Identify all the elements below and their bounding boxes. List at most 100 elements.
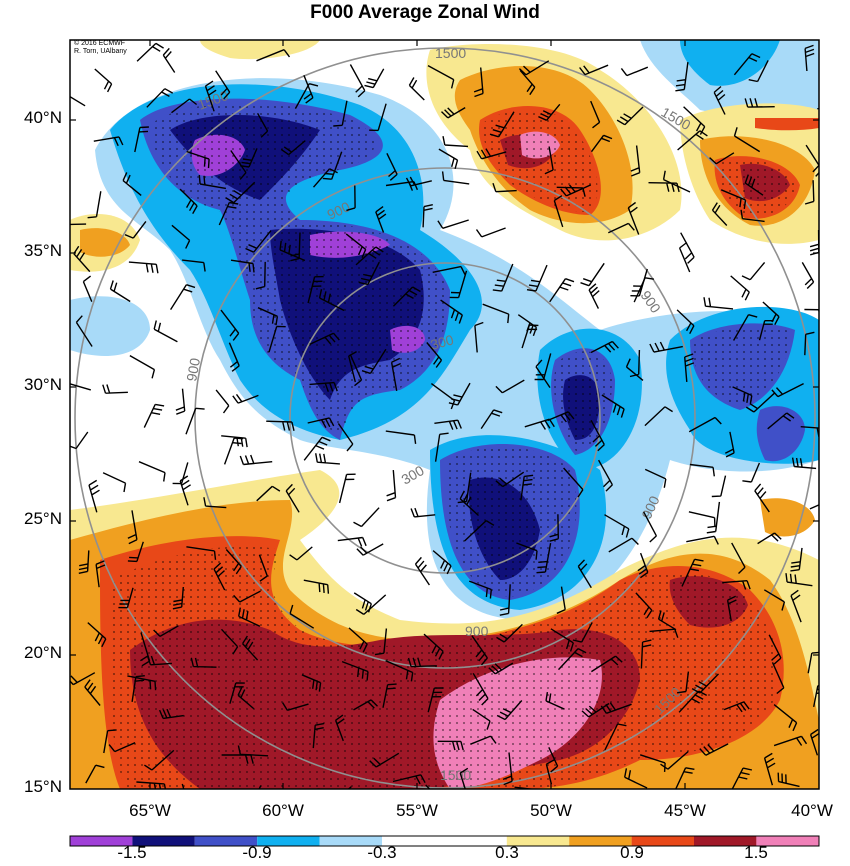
wind-barb xyxy=(392,286,421,307)
wind-barb xyxy=(432,550,452,575)
wind-barb xyxy=(644,406,673,427)
wind-barb xyxy=(699,743,729,756)
wind-barbs xyxy=(70,42,819,821)
wind-barb xyxy=(662,170,691,193)
wind-barb xyxy=(84,679,101,706)
wind-barb xyxy=(777,772,800,788)
wind-barb xyxy=(473,67,484,98)
wind-barb xyxy=(709,152,735,165)
wind-barb xyxy=(186,150,210,169)
wind-barb xyxy=(171,98,198,114)
wind-barb xyxy=(649,628,679,638)
wind-barb xyxy=(348,350,357,383)
wind-barb xyxy=(426,342,443,368)
wind-barb xyxy=(318,289,345,312)
wind-barb xyxy=(88,479,100,513)
wind-barb xyxy=(517,314,538,337)
wind-barb xyxy=(87,191,102,219)
wind-barb xyxy=(526,264,548,292)
wind-barb xyxy=(773,704,798,732)
wind-barb xyxy=(538,103,561,121)
wind-barb xyxy=(730,275,750,301)
wind-barb xyxy=(309,381,338,392)
wind-barb xyxy=(731,767,753,789)
wind-barb xyxy=(711,202,728,226)
contour-label: 1500 xyxy=(435,45,466,61)
wind-barb xyxy=(390,357,401,392)
wind-barb xyxy=(70,383,91,391)
lat-label: 25°N xyxy=(24,509,62,528)
wind-barb xyxy=(129,354,156,379)
lon-label: 50°W xyxy=(530,801,572,820)
wind-barb xyxy=(556,586,566,614)
wind-barb xyxy=(257,307,279,326)
wind-barb xyxy=(345,233,367,258)
colorbar-swatch xyxy=(506,836,570,846)
lon-label: 40°W xyxy=(791,801,833,820)
wind-barb xyxy=(590,134,613,153)
wind-barb xyxy=(686,535,719,545)
wind-barb xyxy=(580,262,605,287)
wind-barb xyxy=(211,788,213,789)
wind-barb xyxy=(524,418,555,430)
colorbar-swatch xyxy=(70,836,133,846)
wind-barb xyxy=(813,684,819,708)
wind-barb xyxy=(408,77,425,101)
wind-barb xyxy=(579,64,609,76)
negative-anomaly-cyan-5 xyxy=(680,40,780,86)
wind-barb xyxy=(256,112,269,138)
wind-barb xyxy=(590,340,619,354)
wind-barb xyxy=(608,537,639,553)
wind-barb xyxy=(245,230,272,253)
wind-barb xyxy=(162,47,176,73)
wind-barb xyxy=(791,457,817,470)
wind-barb xyxy=(225,181,256,204)
wind-barb xyxy=(309,332,340,346)
wind-barb xyxy=(198,174,227,190)
wind-barb xyxy=(361,348,387,375)
wind-barb xyxy=(279,240,306,262)
colorbar-swatch xyxy=(631,836,694,846)
wind-barb xyxy=(334,714,345,742)
wind-barb xyxy=(294,83,319,109)
wind-barb xyxy=(502,752,513,786)
wind-barb xyxy=(102,384,128,394)
map-title: F000 Average Zonal Wind xyxy=(310,2,540,23)
contour-label: 300 xyxy=(429,331,456,353)
wind-barb xyxy=(471,635,488,666)
wind-barb xyxy=(549,514,559,542)
wind-barb xyxy=(476,148,507,160)
wind-barb xyxy=(423,633,444,660)
wind-barb xyxy=(657,610,677,631)
wind-barb xyxy=(369,752,400,768)
contour-label: 900 xyxy=(183,357,203,383)
wind-barb xyxy=(630,145,641,177)
wind-barb xyxy=(258,554,268,582)
wind-barb xyxy=(545,759,555,785)
wind-barb xyxy=(138,461,166,482)
wind-barb xyxy=(726,595,737,622)
wind-barb xyxy=(482,303,510,324)
wind-barb xyxy=(550,628,574,652)
wind-barb xyxy=(422,204,433,228)
wind-barb xyxy=(599,795,612,821)
wind-barb xyxy=(153,320,178,343)
wind-barb xyxy=(427,64,455,89)
wind-barb xyxy=(549,278,575,303)
wind-barb xyxy=(122,172,142,196)
wind-barb xyxy=(745,392,775,413)
wind-barb xyxy=(536,542,552,574)
wind-barb xyxy=(676,309,695,335)
wind-barb xyxy=(386,152,398,181)
lat-label: 30°N xyxy=(24,375,62,394)
wind-barb xyxy=(801,262,815,289)
wind-barb xyxy=(375,206,387,233)
wind-barb xyxy=(684,353,695,382)
wind-barb xyxy=(392,774,426,785)
wind-barb xyxy=(720,189,747,209)
wind-barb xyxy=(590,100,601,129)
wind-barb xyxy=(353,507,380,528)
positive-anomaly-red-top3 xyxy=(755,118,819,131)
wind-barb xyxy=(82,275,93,302)
